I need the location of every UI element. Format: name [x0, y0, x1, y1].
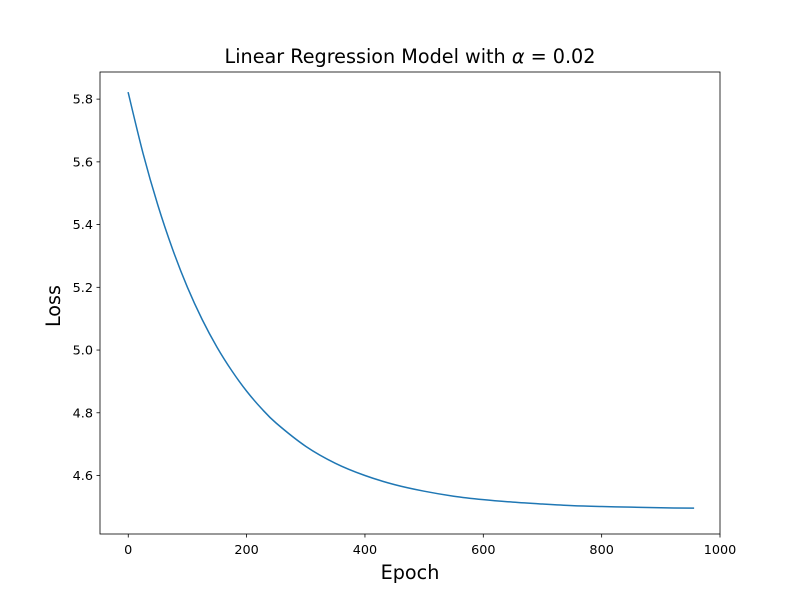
x-tick-label: 600	[471, 543, 495, 558]
title-alpha: α	[512, 45, 525, 68]
y-tick-label: 5.4	[73, 218, 93, 233]
x-axis-label: Epoch	[381, 561, 440, 584]
chart-title: Linear Regression Model with α = 0.02	[225, 45, 596, 68]
y-tick-label: 4.6	[73, 469, 93, 484]
y-tick-label: 5.8	[73, 93, 93, 108]
x-tick-label: 0	[124, 543, 132, 558]
y-tick-label: 5.2	[73, 281, 93, 296]
y-axis-ticks: 4.6 4.8 5.0 5.2 5.4 5.6 5.8	[73, 93, 100, 484]
title-suffix: = 0.02	[524, 45, 595, 68]
x-tick-label: 400	[353, 543, 377, 558]
x-tick-label: 800	[589, 543, 613, 558]
y-tick-label: 5.6	[73, 155, 93, 170]
plot-frame	[99, 71, 721, 535]
x-tick-label: 1000	[704, 543, 737, 558]
title-prefix: Linear Regression Model with	[225, 45, 512, 68]
y-tick-label: 5.0	[73, 344, 93, 359]
loss-series-line	[127, 91, 695, 509]
y-tick-label: 4.8	[73, 406, 93, 421]
y-axis-label: Loss	[42, 285, 65, 327]
x-axis-ticks: 0 200 400 600 800 1000	[124, 534, 736, 558]
x-tick-label: 200	[234, 543, 258, 558]
